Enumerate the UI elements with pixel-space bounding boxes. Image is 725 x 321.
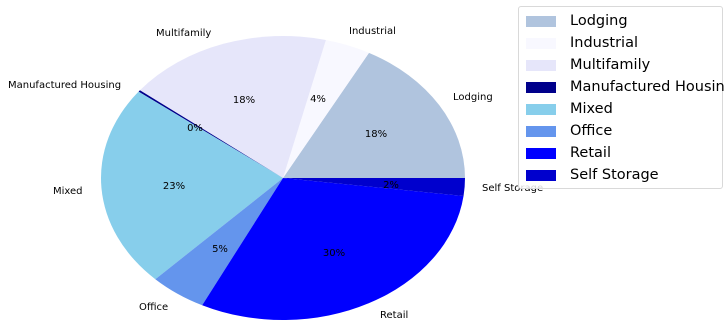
slice-percent-label: 4%: [310, 94, 326, 105]
slice-category-label: Self Storage: [482, 183, 543, 194]
legend-swatch: [526, 169, 556, 181]
legend-swatch: [526, 125, 556, 137]
slice-category-label: Industrial: [349, 26, 396, 37]
legend-label: Self Storage: [570, 167, 659, 183]
legend-item: Multifamily: [526, 54, 722, 76]
slice-percent-label: 5%: [212, 244, 228, 255]
pie-slice-mixed: [101, 91, 283, 280]
legend-label: Industrial: [570, 35, 639, 51]
legend-label: Mixed: [570, 101, 613, 117]
pie-slice-retail: [202, 178, 464, 320]
legend-label: Retail: [570, 145, 611, 161]
pie-slice-manufactured-housing: [138, 90, 283, 178]
legend-swatch: [526, 147, 556, 159]
legend-item: Office: [526, 120, 722, 142]
slice-percent-label: 30%: [323, 248, 345, 259]
slice-percent-label: 18%: [233, 95, 255, 106]
slice-category-label: Mixed: [53, 186, 83, 197]
slice-percent-label: 23%: [163, 181, 185, 192]
pie-slice-self-storage: [283, 178, 465, 196]
pie-slice-office: [155, 178, 283, 306]
slice-category-label: Manufactured Housing: [8, 80, 121, 91]
legend-swatch: [526, 103, 556, 115]
slice-category-label: Office: [139, 302, 168, 313]
legend-swatch: [526, 15, 556, 27]
slice-category-label: Retail: [380, 310, 408, 321]
legend-label: Manufactured Housing: [570, 79, 725, 95]
legend-item: Retail: [526, 142, 722, 164]
pie-labels: Lodging 18% Industrial 4% Multifamily 18% Manu…: [8, 26, 543, 321]
pie-slice-lodging: [283, 52, 465, 179]
legend-item: Mixed: [526, 98, 722, 120]
slice-percent-label: 0%: [187, 123, 203, 134]
pie-slice-industrial: [283, 40, 369, 178]
slice-percent-label: 18%: [365, 129, 387, 140]
slice-category-label: Multifamily: [156, 28, 211, 39]
slice-category-label: Lodging: [453, 92, 493, 103]
legend-item: Lodging: [526, 10, 722, 32]
legend-item: Industrial: [526, 32, 722, 54]
legend-item: Self Storage: [526, 164, 722, 186]
pie-slices: [101, 36, 465, 320]
legend-swatch: [526, 37, 556, 49]
legend-swatch: [526, 81, 556, 93]
legend-label: Lodging: [570, 13, 628, 29]
legend-swatch: [526, 59, 556, 71]
slice-percent-label: 2%: [383, 180, 399, 191]
pie-slice-multifamily: [139, 36, 326, 178]
legend-label: Multifamily: [570, 57, 651, 73]
legend: Lodging Industrial Multifamily Manufactu…: [518, 6, 725, 189]
legend-label: Office: [570, 123, 613, 139]
legend-item: Manufactured Housing: [526, 76, 725, 98]
